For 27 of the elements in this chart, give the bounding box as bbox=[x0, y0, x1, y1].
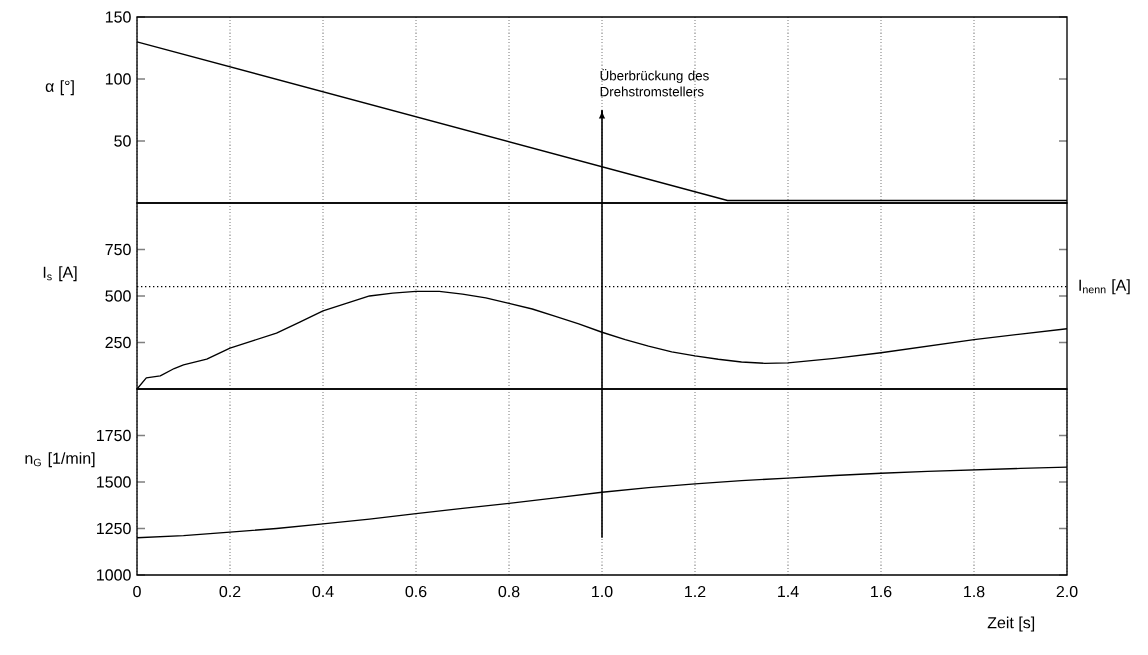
y-axis-title: α [°] bbox=[45, 80, 74, 96]
y-tick-label: 750 bbox=[105, 243, 131, 256]
y-tick-label: 1250 bbox=[97, 522, 131, 535]
x-tick-label: 1.0 bbox=[592, 585, 613, 598]
x-tick-label: 0.4 bbox=[312, 585, 334, 598]
y-tick-label: 150 bbox=[105, 11, 131, 23]
x-tick-label: 1.6 bbox=[871, 585, 892, 598]
x-tick-label: 1.8 bbox=[964, 585, 985, 598]
y-tick-label: 500 bbox=[105, 290, 131, 302]
y-tick-label: 50 bbox=[114, 135, 131, 147]
x-tick-label: 0.8 bbox=[498, 585, 520, 598]
ref-line-label: Überbrückung des Drehstromstellers bbox=[600, 69, 709, 97]
y-axis-title: n$_{G}$ [1/min] bbox=[25, 452, 95, 468]
x-tick-label: 1.4 bbox=[778, 585, 799, 597]
y-tick-label: 100 bbox=[105, 73, 131, 85]
x-tick-label: 0.6 bbox=[405, 585, 427, 598]
y-tick-label: 1750 bbox=[97, 429, 131, 442]
x-tick-label: 2.0 bbox=[1056, 585, 1078, 598]
x-tick-label: 1.2 bbox=[685, 585, 706, 598]
y-tick-label: 250 bbox=[105, 336, 131, 349]
x-tick-label: 0.2 bbox=[219, 585, 241, 598]
ref-line-label: I$_{nenn}$ [A] bbox=[1079, 279, 1130, 295]
y-tick-label: 1000 bbox=[97, 569, 131, 581]
y-tick-label: 1500 bbox=[97, 476, 131, 488]
x-tick-label: 0 bbox=[133, 585, 141, 598]
y-axis-title: I$_{s}$ [A] bbox=[43, 266, 77, 282]
x-axis-title: Zeit [s] bbox=[987, 616, 1035, 632]
